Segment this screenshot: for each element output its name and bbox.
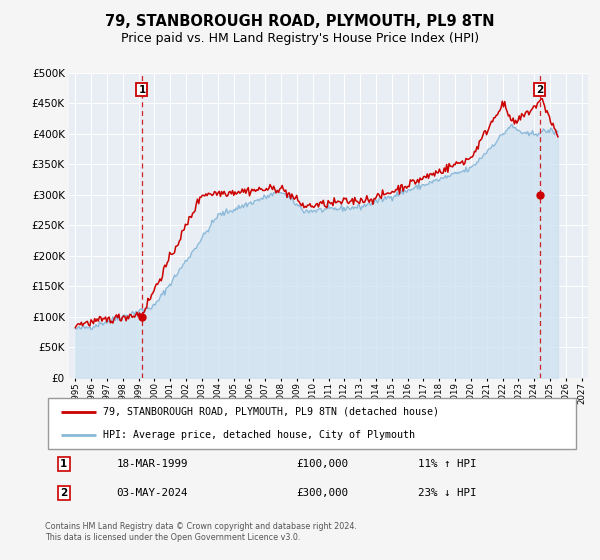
Text: 79, STANBOROUGH ROAD, PLYMOUTH, PL9 8TN (detached house): 79, STANBOROUGH ROAD, PLYMOUTH, PL9 8TN … [103, 407, 439, 417]
Text: Price paid vs. HM Land Registry's House Price Index (HPI): Price paid vs. HM Land Registry's House … [121, 32, 479, 45]
Text: This data is licensed under the Open Government Licence v3.0.: This data is licensed under the Open Gov… [45, 533, 301, 542]
Text: 1: 1 [139, 85, 146, 95]
Text: 79, STANBOROUGH ROAD, PLYMOUTH, PL9 8TN: 79, STANBOROUGH ROAD, PLYMOUTH, PL9 8TN [105, 14, 495, 29]
Text: 03-MAY-2024: 03-MAY-2024 [116, 488, 188, 498]
Text: Contains HM Land Registry data © Crown copyright and database right 2024.: Contains HM Land Registry data © Crown c… [45, 522, 357, 531]
Text: £300,000: £300,000 [296, 488, 348, 498]
Text: £100,000: £100,000 [296, 459, 348, 469]
Text: HPI: Average price, detached house, City of Plymouth: HPI: Average price, detached house, City… [103, 430, 415, 440]
Text: 23% ↓ HPI: 23% ↓ HPI [418, 488, 476, 498]
FancyBboxPatch shape [48, 398, 576, 449]
Text: 11% ↑ HPI: 11% ↑ HPI [418, 459, 476, 469]
Text: 1: 1 [60, 459, 67, 469]
Text: 2: 2 [536, 85, 543, 95]
Text: 18-MAR-1999: 18-MAR-1999 [116, 459, 188, 469]
Text: 2: 2 [60, 488, 67, 498]
